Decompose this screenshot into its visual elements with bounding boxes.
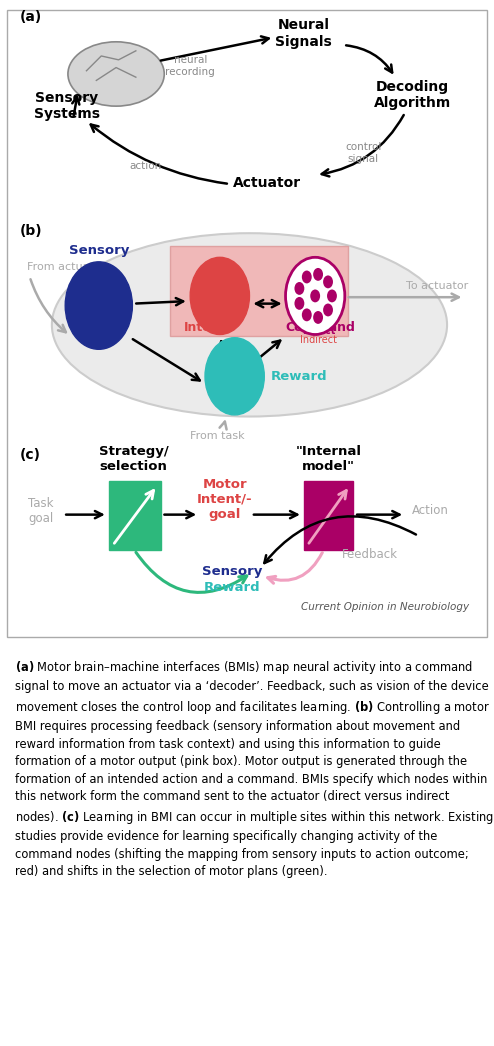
FancyBboxPatch shape: [170, 246, 348, 336]
Circle shape: [286, 257, 345, 335]
Text: $\bf{(a)}$ Motor brain–machine interfaces (BMIs) map neural activity into a comm: $\bf{(a)}$ Motor brain–machine interface…: [15, 659, 494, 879]
Text: Indirect: Indirect: [300, 335, 337, 344]
Text: "Internal
model": "Internal model": [295, 445, 362, 473]
Circle shape: [313, 268, 323, 280]
Text: Sensory
Systems: Sensory Systems: [34, 91, 100, 121]
Text: Intent: Intent: [184, 321, 226, 334]
Ellipse shape: [68, 42, 164, 106]
Text: Decoding
Algorithm: Decoding Algorithm: [374, 81, 451, 110]
Text: (a): (a): [20, 9, 42, 24]
Text: neural
recording: neural recording: [165, 55, 215, 77]
Text: (b): (b): [20, 224, 42, 237]
FancyBboxPatch shape: [109, 480, 161, 550]
Text: (c): (c): [20, 449, 41, 462]
Circle shape: [310, 290, 320, 302]
Text: Direct: Direct: [302, 325, 335, 336]
Text: Reward: Reward: [204, 581, 260, 594]
Text: Feedback: Feedback: [341, 548, 398, 561]
Text: Neural
Signals: Neural Signals: [276, 19, 332, 48]
FancyBboxPatch shape: [304, 480, 353, 550]
Text: control
signal: control signal: [345, 142, 381, 164]
Text: Strategy/
selection: Strategy/ selection: [98, 445, 168, 473]
Circle shape: [323, 303, 333, 316]
Circle shape: [294, 297, 304, 310]
Circle shape: [65, 262, 132, 349]
Text: Motor
Intent/-
goal: Motor Intent/- goal: [197, 478, 252, 521]
Text: From actuator: From actuator: [27, 263, 105, 272]
Ellipse shape: [52, 233, 447, 416]
Circle shape: [190, 257, 249, 335]
Text: Task
goal: Task goal: [28, 497, 53, 525]
Text: action: action: [129, 160, 162, 170]
Circle shape: [205, 338, 264, 415]
Text: Sensory: Sensory: [202, 565, 262, 577]
Text: Actuator: Actuator: [233, 177, 301, 190]
Text: To actuator: To actuator: [406, 281, 468, 292]
Circle shape: [302, 271, 312, 283]
Circle shape: [313, 311, 323, 324]
Text: Current Opinion in Neurobiology: Current Opinion in Neurobiology: [301, 602, 469, 612]
Text: From task: From task: [190, 431, 245, 441]
Text: Action: Action: [412, 504, 449, 518]
Text: Reward: Reward: [271, 370, 328, 383]
Circle shape: [327, 290, 337, 302]
Circle shape: [323, 275, 333, 289]
Circle shape: [302, 309, 312, 321]
Text: Command: Command: [285, 321, 355, 334]
Text: Sensory: Sensory: [69, 245, 129, 257]
Circle shape: [294, 282, 304, 295]
